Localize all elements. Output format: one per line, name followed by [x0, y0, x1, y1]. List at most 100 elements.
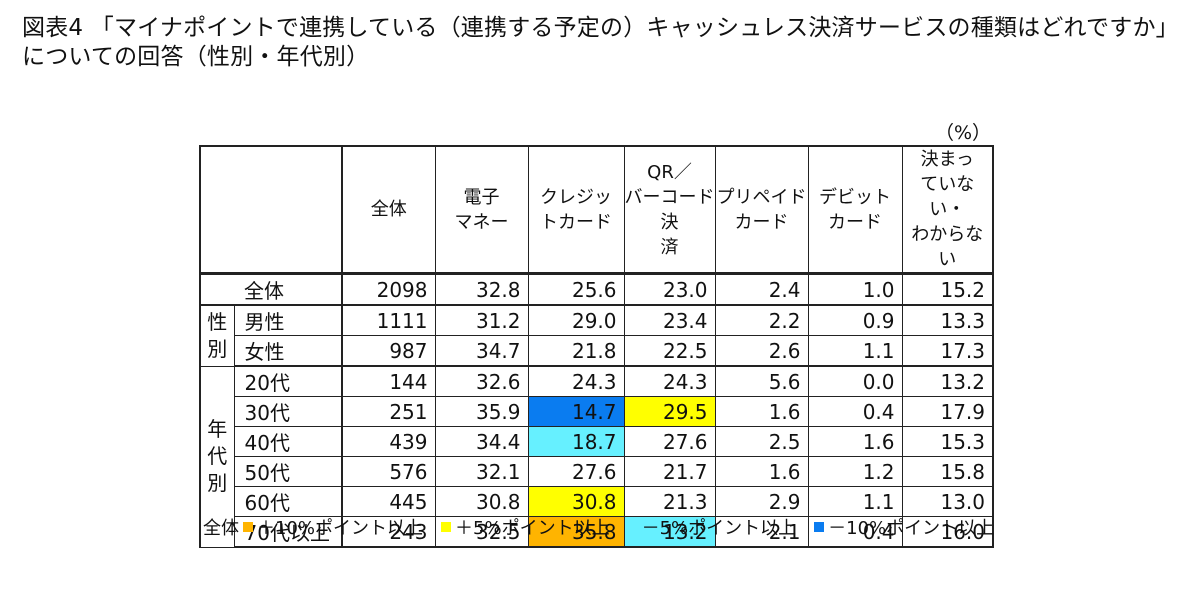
value-cell: 17.9: [901, 396, 994, 427]
value-cell: 1.6: [714, 396, 809, 427]
table-row: 40代 439 34.4 18.7 27.6 2.5 1.6 15.3: [200, 426, 994, 457]
value-cell: 32.1: [434, 456, 529, 487]
row-label: 40代: [233, 426, 343, 457]
table-row: 50代 576 32.1 27.6 21.7 1.6 1.2 15.8: [200, 456, 994, 487]
value-cell: 32.8: [434, 273, 529, 306]
value-cell: 14.7: [527, 396, 625, 427]
value-cell: 30.8: [527, 486, 625, 517]
row-label: 50代: [233, 456, 343, 487]
value-cell: 21.8: [527, 335, 625, 367]
row-label: 30代: [233, 396, 343, 427]
value-cell: 29.0: [527, 304, 625, 336]
legend-label: －10%ポイント以上: [828, 518, 995, 539]
value-cell: 35.8: [527, 516, 625, 548]
value-cell: 2.1: [714, 516, 809, 548]
value-cell: 0.9: [807, 304, 903, 336]
value-cell: 439: [341, 426, 436, 457]
value-cell: 1.6: [714, 456, 809, 487]
column-header: クレジッ トカード: [527, 145, 625, 275]
value-cell: 27.6: [623, 426, 716, 457]
value-cell: 2098: [341, 273, 436, 306]
legend-item: －5%ポイント以上: [624, 514, 797, 540]
value-cell: 2.2: [714, 304, 809, 336]
value-cell: 21.7: [623, 456, 716, 487]
table-row: 女性 987 34.7 21.8 22.5 2.6 1.1 17.3: [200, 335, 994, 367]
value-cell: 5.6: [714, 365, 809, 397]
chart-title: 図表4 「マイナポイントで連携している（連携する予定の）キャッシュレス決済サービ…: [22, 15, 1179, 70]
row-label: 女性: [233, 335, 343, 367]
value-cell: 32.6: [434, 365, 529, 397]
value-cell: 13.2: [623, 516, 716, 548]
value-cell: 24.3: [527, 365, 625, 397]
value-cell: 22.5: [623, 335, 716, 367]
corner-cell: [199, 145, 343, 275]
value-cell: 1.0: [807, 273, 903, 306]
value-cell: 1.6: [807, 426, 903, 457]
value-cell: 31.2: [434, 304, 529, 336]
value-cell: 1.1: [807, 486, 903, 517]
value-cell: 2.9: [714, 486, 809, 517]
column-header: デビット カード: [807, 145, 903, 275]
value-cell: 144: [341, 365, 436, 397]
column-header: プリペイド カード: [714, 145, 809, 275]
column-header: 全体: [341, 145, 436, 275]
value-cell: 15.8: [901, 456, 994, 487]
value-cell: 576: [341, 456, 436, 487]
table-row: 全体 2098 32.8 25.6 23.0 2.4 1.0 15.2: [199, 273, 994, 306]
value-cell: 16.0: [901, 516, 994, 548]
legend-label: ＋5%ポイント以上: [455, 518, 610, 539]
table-row: 60代 445 30.8 30.8 21.3 2.9 1.1 13.0: [200, 486, 994, 517]
row-label: 20代: [233, 365, 343, 397]
table-row: 性別 男性 1111 31.2 29.0 23.4 2.2 0.9 13.3: [199, 304, 994, 367]
value-cell: 25.6: [527, 273, 625, 306]
value-cell: 15.3: [901, 426, 994, 457]
data-table: 全体 電子 マネー クレジッ トカード QR／ バーコード決済プリペイド カード デビット カード…: [199, 145, 994, 548]
value-cell: 21.3: [623, 486, 716, 517]
legend-label: ＋10%ポイント以上: [257, 518, 424, 539]
header-row: 全体 電子 マネー クレジッ トカード QR／ バーコード決済プリペイド カード デビット カード…: [199, 145, 994, 275]
value-cell: 34.7: [434, 335, 529, 367]
row-label: 男性: [233, 304, 343, 336]
value-cell: 1.2: [807, 456, 903, 487]
value-cell: 243: [341, 516, 436, 548]
value-cell: 23.0: [623, 273, 716, 306]
legend-swatch: [627, 522, 638, 532]
group-spacer: [199, 273, 234, 306]
row-label: 60代: [233, 486, 343, 517]
legend-swatch: [243, 522, 253, 532]
value-cell: 18.7: [527, 426, 625, 457]
legend-swatch: [814, 522, 825, 532]
table-row: 年代別 20代 144 32.6 24.3 24.3 5.6 0.0 13.2: [199, 365, 994, 548]
value-cell: 30.8: [434, 486, 529, 517]
group-label-text: 年代別: [207, 417, 228, 495]
table-row: 30代 251 35.9 14.7 29.5 1.6 0.4 17.9: [200, 396, 994, 427]
value-cell: 27.6: [527, 456, 625, 487]
unit-note: （%）: [935, 122, 992, 144]
value-cell: 445: [341, 486, 436, 517]
group-label: 性別: [199, 304, 235, 367]
value-cell: 17.3: [901, 335, 994, 367]
value-cell: 2.6: [714, 335, 809, 367]
value-cell: 13.3: [901, 304, 994, 336]
value-cell: 2.5: [714, 426, 809, 457]
value-cell: 13.2: [901, 365, 994, 397]
legend-prefix: 全体: [203, 518, 239, 539]
value-cell: 0.4: [807, 396, 903, 427]
column-header: 決まっ ていない・ わからない: [901, 145, 994, 275]
column-header: 電子 マネー: [434, 145, 529, 275]
value-cell: 2.4: [714, 273, 809, 306]
value-cell: 23.4: [623, 304, 716, 336]
value-cell: 0.0: [807, 365, 903, 397]
legend-item: －10%ポイント以上: [810, 514, 994, 540]
value-cell: 15.2: [901, 273, 994, 306]
value-cell: 29.5: [623, 396, 716, 427]
group-label: 年代別: [199, 365, 235, 548]
value-cell: 34.4: [434, 426, 529, 457]
legend-item: ＋10%ポイント以上: [239, 514, 423, 540]
row-label: 全体: [234, 273, 343, 306]
value-cell: 987: [341, 335, 436, 367]
legend-item: ＋5%ポイント以上: [437, 514, 610, 540]
value-cell: 13.0: [901, 486, 994, 517]
value-cell: 251: [341, 396, 436, 427]
legend-label: －5%ポイント以上: [641, 518, 797, 539]
